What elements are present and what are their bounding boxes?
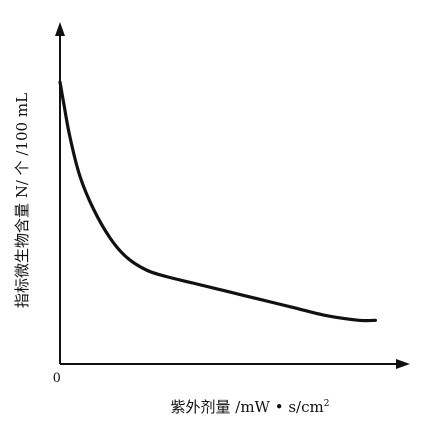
x-axis-label-superscript: 2 bbox=[323, 399, 330, 409]
series-line-1 bbox=[58, 80, 377, 323]
origin-tick-label: 0 bbox=[53, 370, 61, 386]
x-axis-label: 紫外剂量 /mW • s/cm2 bbox=[120, 396, 380, 417]
plot-area bbox=[58, 80, 377, 323]
y-axis-label: 指标微生物含量 N/ 个 /100 mL bbox=[8, 60, 36, 340]
y-axis-label-text: 指标微生物含量 N/ 个 /100 mL bbox=[13, 92, 32, 308]
y-axis-arrow bbox=[55, 22, 65, 36]
axes bbox=[55, 22, 410, 369]
x-axis-arrow bbox=[396, 359, 410, 369]
x-axis-label-text: 紫外剂量 /mW • s/cm bbox=[170, 398, 324, 416]
